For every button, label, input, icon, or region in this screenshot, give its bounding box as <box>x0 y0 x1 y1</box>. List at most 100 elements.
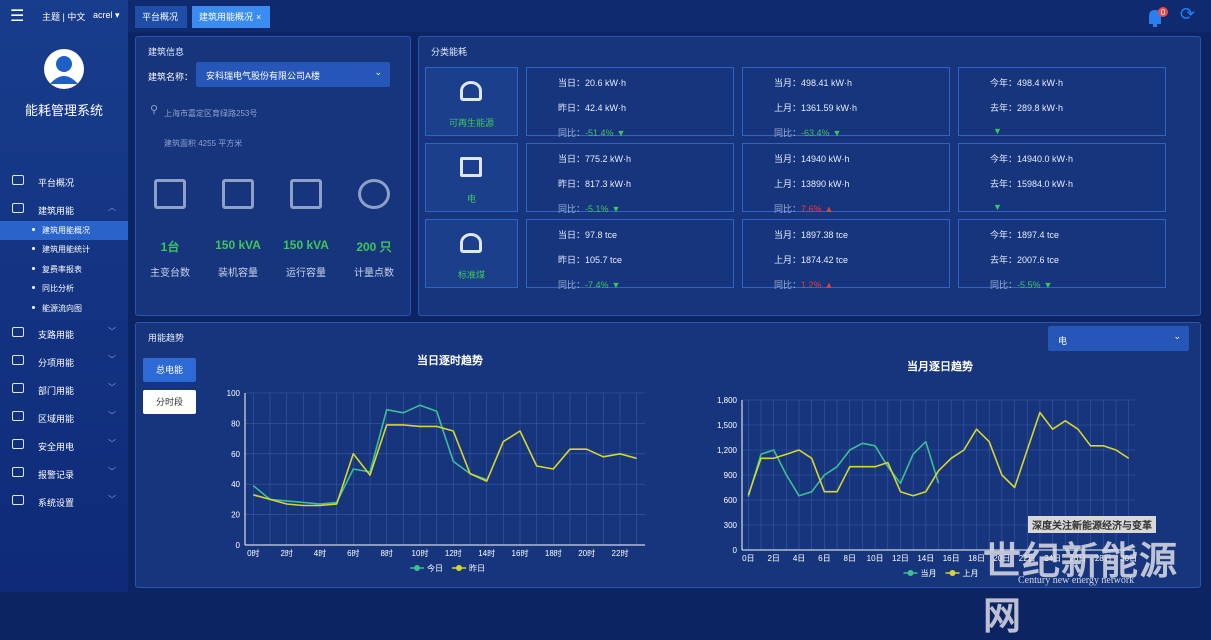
chevron: ﹀ <box>108 411 116 420</box>
menu-icon[interactable]: ☰ <box>10 8 25 25</box>
x-tick-label: 18日 <box>968 554 985 563</box>
legend-marker <box>414 565 420 571</box>
sidebar: ☰ 主题 | 中文 acrel ▾ 能耗管理系统 平台概况 建筑用能 ︿ 建筑用能概况… <box>0 0 128 592</box>
x-tick-label: 0日 <box>742 554 754 563</box>
bell[interactable]: 0 <box>1144 6 1170 30</box>
menu-item[interactable]: 部门用能 <box>38 386 75 396</box>
value-box: 今年：1897.4 tce 去年：2007.6 tce 同比：-5.5% ▼ <box>958 219 1166 291</box>
submenu-item[interactable]: 复费率报表 <box>42 264 82 274</box>
menu-item[interactable]: 安全用电 <box>38 442 75 452</box>
trend-arrow: ▼ <box>832 128 842 138</box>
watermark-slogan: 深度关注新能源经济与变革 <box>1028 516 1156 533</box>
panel-title: 用能趋势 <box>148 333 185 343</box>
x-tick-label: 6日 <box>818 554 830 563</box>
legend-marker <box>907 570 914 576</box>
x-tick-label: 16日 <box>943 554 960 563</box>
building-panel: 建筑信息 建筑名称： 安科瑞电气股份有限公司A楼 ⌄ ⚲ 上海市嘉定区育绿路253… <box>135 36 411 316</box>
stat-icon <box>290 179 322 209</box>
ratio: 同比：-5.5% ▼ <box>990 278 1052 291</box>
stat-value: 1台 <box>160 240 180 254</box>
chevron: ﹀ <box>108 467 116 476</box>
ratio-value: -5.5% <box>1017 280 1041 290</box>
tab[interactable]: 建筑用能概况 × <box>192 6 270 28</box>
x-tick-label: 8时 <box>380 548 392 558</box>
menu-item[interactable]: 平台概况 <box>38 178 75 188</box>
value-line: 去年：2007.6 tce <box>990 255 1060 265</box>
menu-icon <box>12 495 24 505</box>
menu-item[interactable]: 分项用能 <box>38 358 75 368</box>
y-tick-label: 80 <box>231 419 240 428</box>
menu-item[interactable]: 区域用能 <box>38 414 75 424</box>
menu-item[interactable]: 系统设置 <box>38 498 75 508</box>
tab-label[interactable]: 建筑用能概况 <box>199 12 254 22</box>
value-line: 当日：97.8 tce <box>558 230 618 240</box>
submenu-item[interactable]: 同比分析 <box>42 284 74 294</box>
stat-label: 计量点数 <box>354 268 394 279</box>
stat-icon <box>222 179 254 209</box>
menu-icon <box>12 439 24 449</box>
x-tick-label: 20时 <box>578 548 595 558</box>
stat-icon <box>358 179 390 209</box>
building-select[interactable]: 安科瑞电气股份有限公司A楼 ⌄ <box>196 62 390 87</box>
menu-icon <box>12 327 24 337</box>
menu-icon <box>12 175 24 185</box>
energy-select[interactable]: 电 ⌄ <box>1048 326 1189 351</box>
user[interactable]: acrel ▾ <box>93 10 120 20</box>
button[interactable]: 分时段 <box>143 390 196 414</box>
refresh[interactable]: ⟳ <box>1180 4 1196 24</box>
user-name[interactable]: acrel <box>93 10 113 20</box>
value-line: 昨日：42.4 kW·h <box>558 103 627 113</box>
value-line: 去年：289.8 kW·h <box>990 103 1064 113</box>
x-tick-label: 18时 <box>545 548 562 558</box>
tab-label[interactable]: 平台概况 <box>142 12 179 22</box>
tab-close[interactable]: × <box>256 12 262 22</box>
menu-item[interactable]: 支路用能 <box>38 330 75 340</box>
trend-arrow: ▼ <box>993 202 1002 212</box>
button[interactable]: 总电能 <box>143 358 196 382</box>
value-box: 当月：14940 kW·h 上月：13890 kW·h 同比：7.6% ▲ <box>742 143 950 215</box>
submenu-item[interactable]: 能源流向图 <box>42 303 82 313</box>
value-line: 上月：1874.42 tce <box>774 255 849 265</box>
value-line: 今年：498.4 kW·h <box>990 78 1064 88</box>
ratio: 同比：-63.4% ▼ <box>774 126 841 139</box>
pin-icon: ⚲ <box>150 104 159 116</box>
submenu-item[interactable]: 建筑用能统计 <box>42 245 90 255</box>
ratio-value: -7.4% <box>585 280 609 290</box>
menu-item[interactable]: 报警记录 <box>38 470 75 480</box>
submenu-item[interactable]: 建筑用能概况 <box>42 226 90 235</box>
category-name: 电 <box>466 194 476 204</box>
category-icon <box>460 157 482 177</box>
y-tick-label: 20 <box>231 511 240 520</box>
chevron: ﹀ <box>108 495 116 504</box>
y-tick-label: 0 <box>733 546 738 555</box>
value-box: 当月：498.41 kW·h 上月：1361.59 kW·h 同比：-63.4% ▼ <box>742 67 950 139</box>
x-tick-label: 8日 <box>844 554 856 563</box>
x-tick-label: 12日 <box>892 554 909 563</box>
x-tick-label: 22日 <box>1019 554 1036 563</box>
legend-label: 今日 <box>427 563 443 573</box>
ratio: 同比：1.2% ▲ <box>774 278 833 291</box>
menu-icon <box>12 203 24 213</box>
brand: 能耗管理系统 <box>24 103 103 118</box>
ratio: 同比：-5.1% ▼ <box>558 202 620 215</box>
ratio: ▼ <box>990 202 1002 212</box>
y-tick-label: 1,200 <box>717 446 738 455</box>
theme-lang[interactable]: 主题 | 中文 <box>42 12 86 22</box>
ratio-label: 同比： <box>558 280 586 290</box>
x-tick-label: 26日 <box>1069 554 1086 563</box>
ratio: 同比：7.6% ▲ <box>774 202 833 215</box>
menu-icon <box>12 383 24 393</box>
ratio-value: 1.2% <box>801 280 822 290</box>
value-box: 当日：775.2 kW·h 昨日：817.3 kW·h 同比：-5.1% ▼ <box>526 143 734 215</box>
stat-icon <box>154 179 186 209</box>
category-box: 标准煤 <box>425 219 518 288</box>
menu-item[interactable]: 建筑用能 <box>38 206 75 216</box>
tab[interactable]: 平台概况 <box>135 6 187 28</box>
chevron: ﹀ <box>108 355 116 364</box>
legend-label: 昨日 <box>469 563 485 573</box>
y-tick-label: 60 <box>231 450 240 459</box>
value-line: 当日：775.2 kW·h <box>558 154 632 164</box>
value-line: 当月：498.41 kW·h <box>774 78 853 88</box>
top-bar: 0 ⟳ 平台概况 建筑用能概况 × <box>128 0 1211 32</box>
